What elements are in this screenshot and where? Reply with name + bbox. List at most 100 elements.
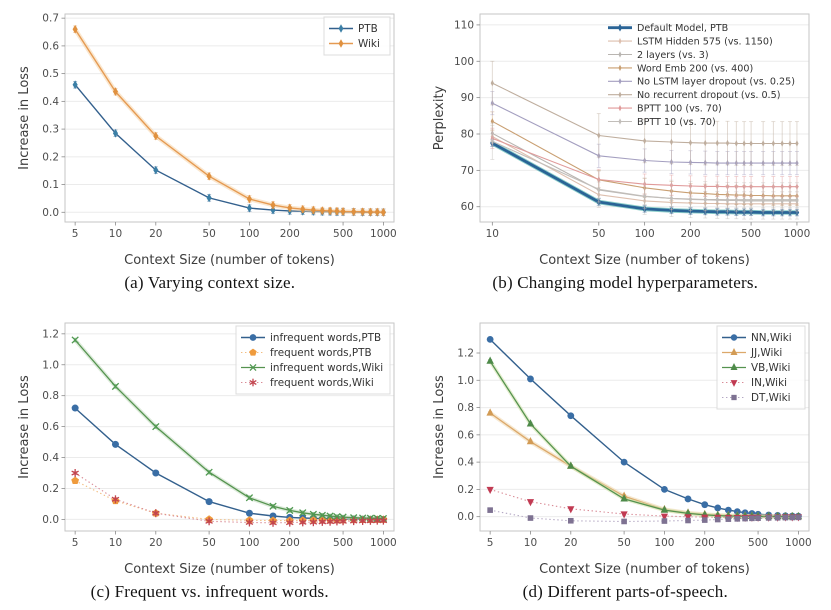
chart-d-canvas: 5 10 20 50 100 200 500 1000 0.0 0.2 0.4 0.6 0.8 1.0 1.… [432, 315, 818, 577]
svg-text:0.4: 0.4 [42, 452, 59, 464]
svg-text:0.4: 0.4 [458, 457, 475, 469]
svg-text:infrequent words,Wiki: infrequent words,Wiki [270, 362, 383, 374]
chart-b-ylabel: Perplexity [432, 85, 447, 150]
caption-a: (a) Varying context size. [124, 273, 296, 292]
chart-a-legend: PTB Wiki [323, 16, 391, 56]
chart-a-xlabel: Context Size (number of tokens) [124, 253, 335, 268]
chart-b-svg: 10 50 100 200 500 1000 60 70 80 90 100 110 Context S… [432, 13, 811, 268]
svg-text:200: 200 [279, 537, 299, 549]
svg-text:Word Emb 200 (vs. 400): Word Emb 200 (vs. 400) [637, 63, 753, 74]
legend-item-infrequent-words-wiki: infrequent words,Wiki [240, 362, 383, 374]
chart-c-ylabel: Increase in Loss [17, 375, 32, 479]
svg-text:NN,Wiki: NN,Wiki [751, 332, 792, 344]
svg-text:0.1: 0.1 [42, 179, 59, 191]
chart-b-xlabel: Context Size (number of tokens) [539, 253, 750, 268]
svg-text:0.2: 0.2 [458, 484, 475, 496]
chart-b-legend: Default Model, PTB LSTM Hidden 575 (vs. 1… [608, 23, 795, 128]
legend-item-wiki: Wiki [328, 38, 380, 50]
svg-text:0.5: 0.5 [42, 68, 59, 80]
chart-d-svg: 5 10 20 50 100 200 500 1000 0.0 0.2 0.4 0.6 0.8 1.0 1.… [432, 322, 812, 577]
svg-text:10: 10 [486, 228, 499, 240]
svg-text:2 layers (vs. 3): 2 layers (vs. 3) [637, 50, 709, 61]
chart-a-ylabel: Increase in Loss [17, 66, 32, 170]
svg-text:200: 200 [681, 228, 701, 240]
legend-item-ptb: PTB [328, 23, 378, 35]
svg-text:100: 100 [655, 537, 675, 549]
svg-text:LSTM Hidden 575 (vs. 1150): LSTM Hidden 575 (vs. 1150) [637, 37, 773, 48]
svg-text:JJ,Wiki: JJ,Wiki [750, 347, 782, 359]
series-no-recurrent-dropout-vs-0-5 [490, 60, 800, 166]
svg-text:60: 60 [461, 201, 474, 213]
svg-text:500: 500 [741, 228, 761, 240]
svg-text:1.0: 1.0 [458, 375, 475, 387]
svg-text:0.2: 0.2 [42, 483, 59, 495]
subplot-d: 5 10 20 50 100 200 500 1000 0.0 0.2 0.4 0.6 0.8 1.0 1.… [432, 315, 820, 602]
svg-text:20: 20 [564, 537, 577, 549]
svg-text:infrequent words,PTB: infrequent words,PTB [270, 332, 381, 344]
legend-item-vb-wiki: VB,Wiki [722, 362, 791, 374]
svg-text:5: 5 [72, 228, 79, 240]
chart-c-xlabel: Context Size (number of tokens) [124, 562, 335, 577]
svg-text:1.2: 1.2 [458, 348, 475, 360]
svg-text:IN,Wiki: IN,Wiki [751, 377, 787, 389]
chart-c-svg: 5 10 20 50 100 200 500 1000 0.0 0.2 0.4 0.6 0.8 1.0 1.… [17, 322, 397, 577]
legend-item-jj-wiki: JJ,Wiki [722, 347, 783, 359]
svg-text:100: 100 [239, 228, 259, 240]
svg-text:50: 50 [618, 537, 631, 549]
chart-b-canvas: 10 50 100 200 500 1000 60 70 80 90 100 110 Context S… [432, 6, 818, 268]
svg-text:0.0: 0.0 [458, 511, 475, 523]
chart-d-axes: 5 10 20 50 100 200 500 1000 0.0 0.2 0.4 0.6 0.8 1.0 1.… [458, 322, 812, 549]
svg-text:0.2: 0.2 [42, 151, 59, 163]
legend-item-lstm-hidden-575-vs-1150: LSTM Hidden 575 (vs. 1150) [608, 37, 773, 48]
chart-d-xlabel: Context Size (number of tokens) [539, 562, 750, 577]
svg-text:0.3: 0.3 [42, 124, 59, 136]
svg-text:90: 90 [461, 92, 474, 104]
subplot-a: 5 10 20 50 100 200 500 1000 0.0 0.1 0.2 0.3 0.4 0.5 0.… [16, 6, 404, 293]
series-frequent-words-wiki [71, 469, 387, 527]
svg-text:Wiki: Wiki [358, 38, 380, 50]
svg-text:0.8: 0.8 [42, 390, 59, 402]
svg-text:200: 200 [279, 228, 299, 240]
svg-text:0.4: 0.4 [42, 96, 59, 108]
caption-c: (c) Frequent vs. infrequent words. [90, 582, 329, 601]
svg-text:Default Model, PTB: Default Model, PTB [637, 23, 728, 34]
svg-text:50: 50 [202, 537, 215, 549]
series-bptt-10-vs-70 [490, 122, 800, 220]
svg-text:1000: 1000 [784, 228, 811, 240]
chart-a-axes: 5 10 20 50 100 200 500 1000 0.0 0.1 0.2 0.3 0.4 0.5 0.… [42, 13, 396, 240]
svg-text:5: 5 [487, 537, 494, 549]
subplot-c: 5 10 20 50 100 200 500 1000 0.0 0.2 0.4 0.6 0.8 1.0 1.… [16, 315, 404, 602]
svg-text:20: 20 [149, 537, 162, 549]
svg-text:0.6: 0.6 [42, 421, 59, 433]
series-ptb [72, 80, 386, 217]
legend-item-no-recurrent-dropout-vs-0-5: No recurrent dropout (vs. 0.5) [608, 90, 781, 101]
legend-item-2-layers-vs-3: 2 layers (vs. 3) [608, 50, 709, 61]
svg-text:DT,Wiki: DT,Wiki [751, 392, 791, 404]
svg-text:0.6: 0.6 [42, 40, 59, 52]
svg-text:No LSTM layer dropout (vs. 0.2: No LSTM layer dropout (vs. 0.25) [637, 77, 795, 88]
svg-text:10: 10 [524, 537, 537, 549]
svg-text:100: 100 [635, 228, 655, 240]
svg-text:PTB: PTB [358, 23, 378, 35]
chart-a-svg: 5 10 20 50 100 200 500 1000 0.0 0.1 0.2 0.3 0.4 0.5 0.… [17, 13, 397, 268]
svg-text:50: 50 [592, 228, 605, 240]
legend-item-frequent-words-ptb: frequent words,PTB [240, 347, 372, 359]
series-dt-wiki [487, 507, 802, 525]
svg-text:1.0: 1.0 [42, 359, 59, 371]
svg-text:5: 5 [72, 537, 79, 549]
svg-text:10: 10 [109, 228, 122, 240]
svg-text:110: 110 [454, 19, 474, 31]
svg-text:500: 500 [748, 537, 768, 549]
svg-text:10: 10 [109, 537, 122, 549]
svg-text:0.0: 0.0 [42, 207, 59, 219]
legend-item-frequent-words-wiki: frequent words,Wiki [240, 377, 374, 389]
legend-item-bptt-100-vs-70: BPTT 100 (vs. 70) [608, 104, 722, 115]
svg-text:VB,Wiki: VB,Wiki [751, 362, 790, 374]
svg-text:frequent words,PTB: frequent words,PTB [270, 347, 372, 359]
svg-text:70: 70 [461, 165, 474, 177]
svg-text:frequent words,Wiki: frequent words,Wiki [270, 377, 374, 389]
legend-item-nn-wiki: NN,Wiki [722, 332, 792, 344]
series-wiki [72, 24, 386, 217]
svg-text:1000: 1000 [785, 537, 812, 549]
